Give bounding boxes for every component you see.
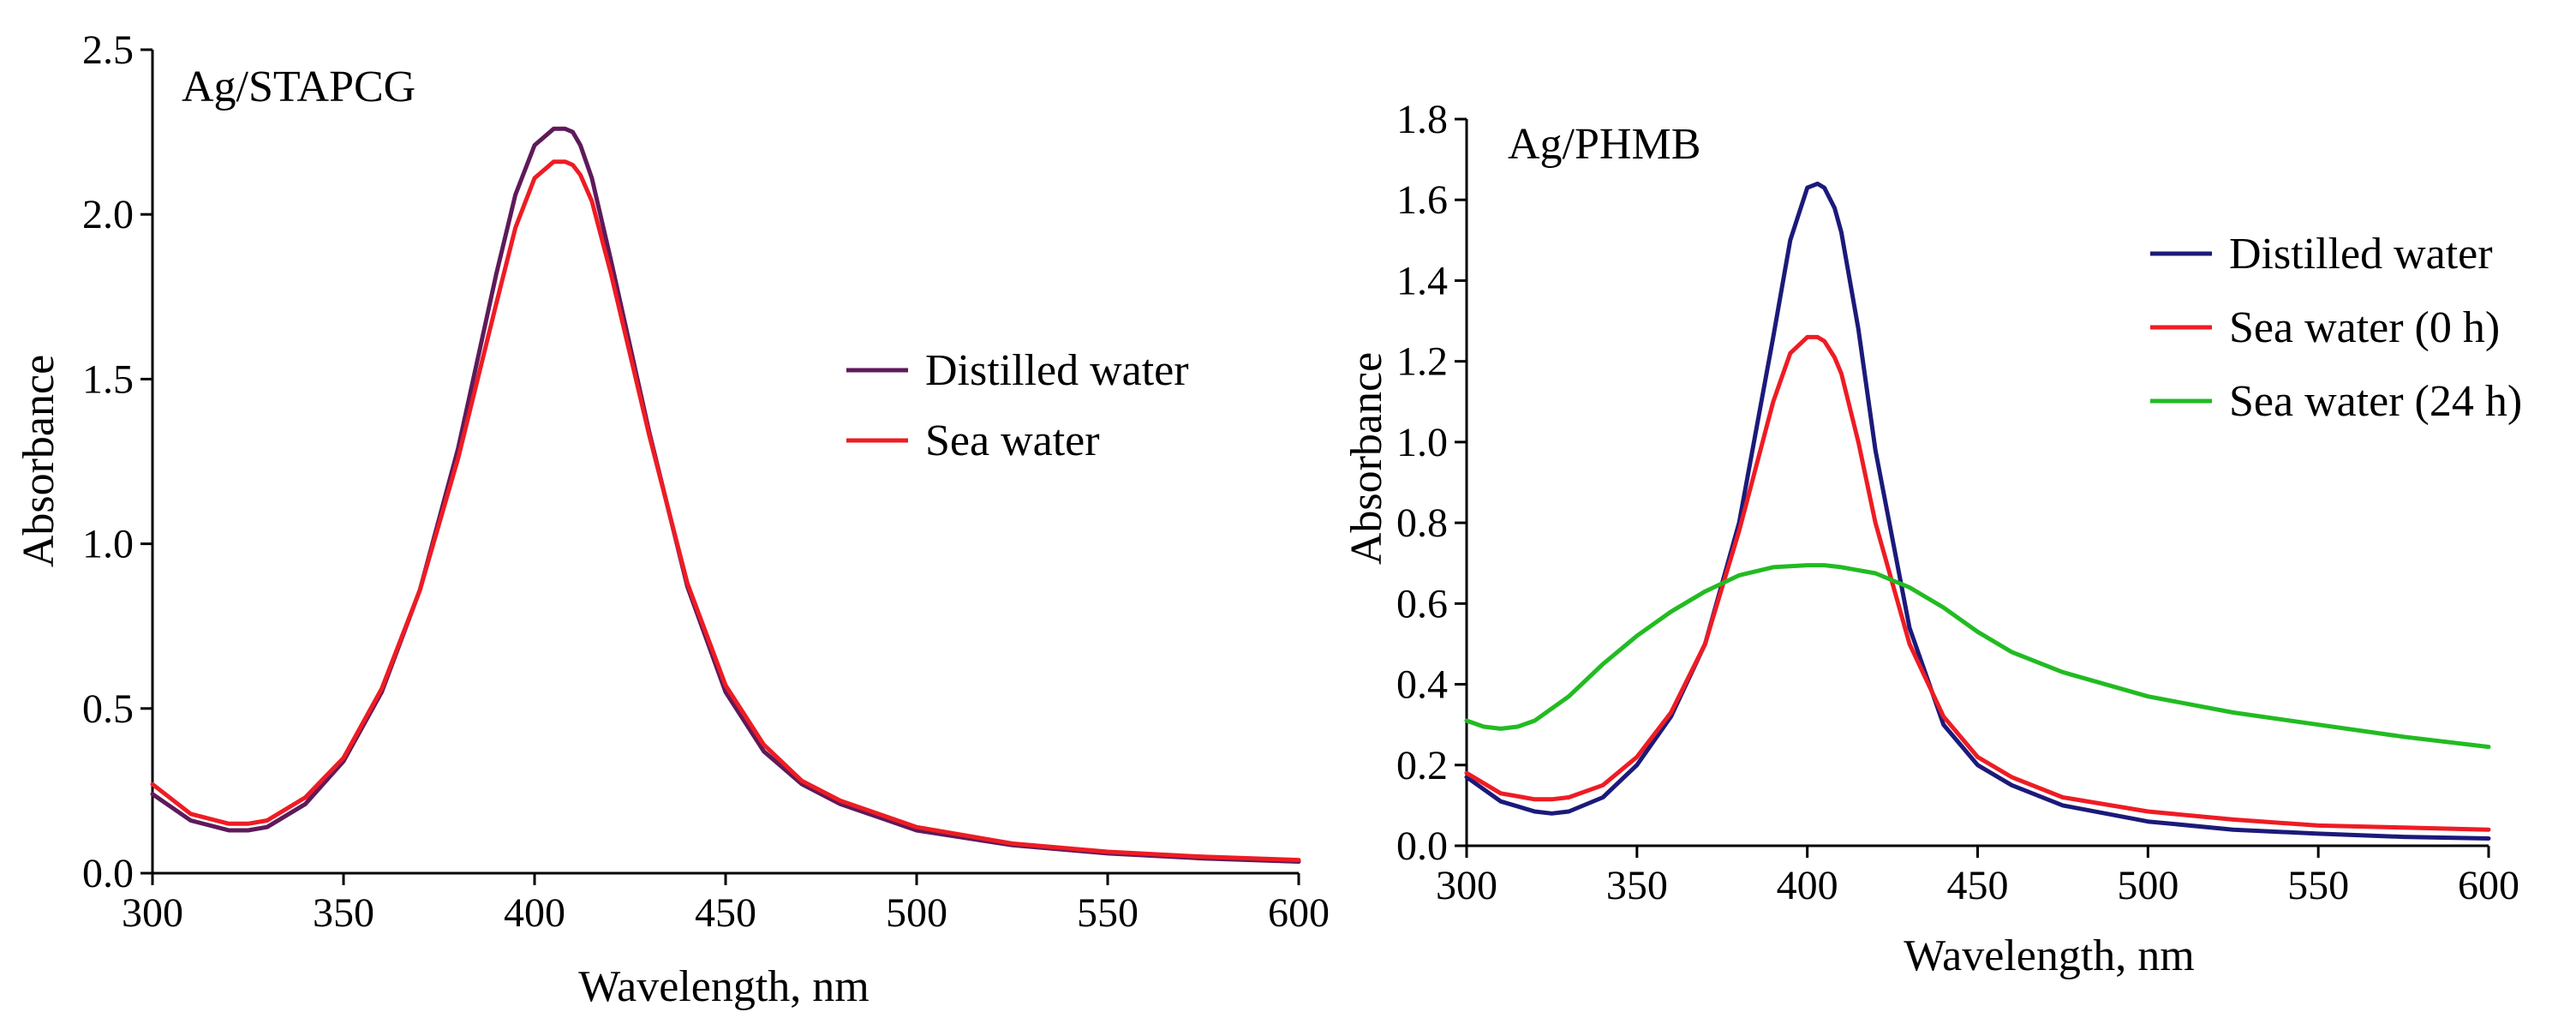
y-tick-label: 1.2 xyxy=(1396,339,1448,385)
y-tick-label: 0.2 xyxy=(1396,743,1448,788)
y-tick-label: 1.6 xyxy=(1396,177,1448,223)
x-tick-label: 350 xyxy=(313,890,374,936)
series-line xyxy=(1464,563,2491,750)
panel-title: Ag/STAPCG xyxy=(182,63,415,111)
legend-label: Sea water xyxy=(925,416,1100,465)
y-tick-label: 0.0 xyxy=(82,851,134,896)
y-tick-label: 0.5 xyxy=(82,686,134,732)
y-tick-label: 0.4 xyxy=(1396,662,1448,708)
x-tick-label: 300 xyxy=(1436,863,1497,908)
x-tick-label: 400 xyxy=(1777,863,1838,908)
y-tick-label: 2.0 xyxy=(82,192,134,237)
y-tick-label: 1.5 xyxy=(82,356,134,402)
legend-label: Sea water (24 h) xyxy=(2229,377,2522,426)
y-axis-title: Absorbance xyxy=(1342,352,1391,565)
series-line xyxy=(150,159,1301,863)
legend-label: Sea water (0 h) xyxy=(2229,303,2500,352)
x-tick-label: 450 xyxy=(695,890,756,936)
x-tick-label: 550 xyxy=(2287,863,2349,908)
x-tick-label: 300 xyxy=(122,890,183,936)
chart-ag-stapcg: Ag/STAPCG Absorbance Wavelength, nm 300 3… xyxy=(15,27,1330,1011)
y-tick-label: 1.4 xyxy=(1396,258,1448,303)
y-tick-label: 1.0 xyxy=(1396,420,1448,465)
x-tick-label: 600 xyxy=(1268,890,1330,936)
x-tick-label: 350 xyxy=(1606,863,1668,908)
x-tick-label: 450 xyxy=(1947,863,2009,908)
legend-label: Distilled water xyxy=(2229,230,2493,278)
x-tick-label: 500 xyxy=(886,890,947,936)
chart-ag-phmb: Ag/PHMB Absorbance Wavelength, nm 300 350… xyxy=(1342,97,2522,980)
y-tick-label: 1.0 xyxy=(82,522,134,567)
x-tick-label: 400 xyxy=(504,890,565,936)
x-axis-title: Wavelength, nm xyxy=(1904,931,2195,980)
x-tick-label: 500 xyxy=(2117,863,2179,908)
y-tick-label: 1.8 xyxy=(1396,97,1448,142)
x-axis-title: Wavelength, nm xyxy=(578,962,870,1011)
panel-title: Ag/PHMB xyxy=(1508,120,1700,169)
y-tick-label: 2.5 xyxy=(82,27,134,73)
y-tick-label: 0.6 xyxy=(1396,581,1448,626)
y-axis-title: Absorbance xyxy=(15,355,63,567)
y-tick-label: 0.0 xyxy=(1396,823,1448,869)
series-line xyxy=(150,126,1301,864)
series-line xyxy=(1464,181,2491,841)
x-tick-label: 550 xyxy=(1077,890,1139,936)
x-tick-label: 600 xyxy=(2458,863,2519,908)
y-tick-label: 0.8 xyxy=(1396,500,1448,546)
series-line xyxy=(1464,334,2491,832)
legend-label: Distilled water xyxy=(925,346,1189,395)
